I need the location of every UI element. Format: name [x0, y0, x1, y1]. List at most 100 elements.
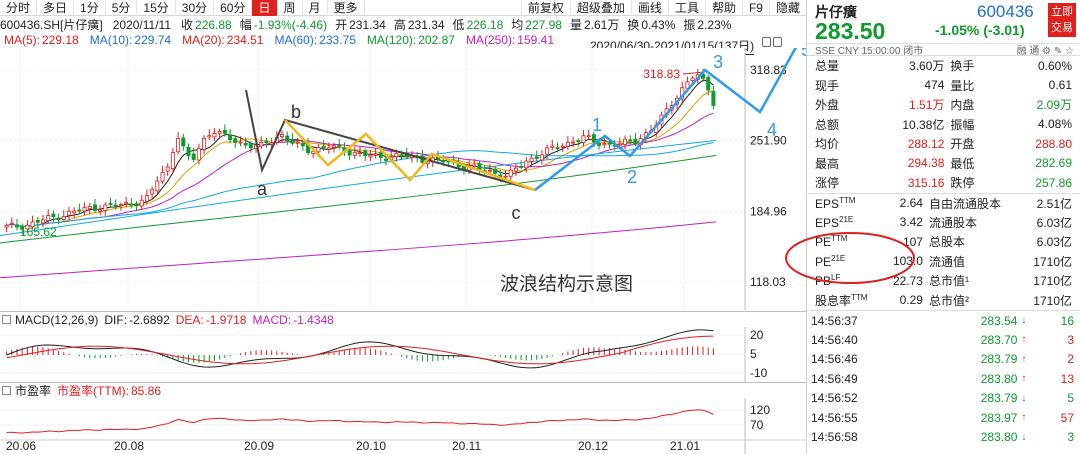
tick-time: 14:56:46 [811, 352, 858, 367]
macd-dea: -1.9718 [205, 312, 247, 327]
fundamental-key-sup: TTM [851, 292, 868, 302]
fundamental-value2: 1710亿 [1033, 274, 1072, 289]
tick-qty: 3 [1067, 332, 1074, 347]
trade-button[interactable]: 立即 交易 [1048, 3, 1076, 37]
pe-toggle-icon[interactable] [2, 386, 11, 395]
pe-header: 市盈率 市盈率(TTM): 85.86 [0, 382, 806, 398]
candle-body [207, 135, 212, 138]
tick-table: 14:56:37 283.54 ↓ 16 14:56:40 283.70 ↑ 3 14:56:4… [807, 310, 1080, 447]
candle-body [108, 203, 113, 205]
fundamental-value: 107 [902, 234, 923, 249]
period-tab-0[interactable]: 分时 [0, 0, 38, 16]
quote-table: 总量 3.60万 换手 0.60% 现手 474 量比 0.61 外盘 1.51万 内盘 2.09万总… [807, 56, 1080, 193]
period-tab-3[interactable]: 5分 [106, 0, 138, 16]
tick-time: 14:56:55 [811, 410, 858, 425]
candle-body [14, 224, 19, 228]
fundamental-key: EPSTTM [807, 193, 883, 213]
ma-legend-item: MA(20): 234.51 [180, 33, 263, 47]
wave-yellow-zigzag [284, 119, 536, 192]
quote-value: 294.38 [907, 156, 945, 171]
macd-toggle-icon[interactable] [2, 315, 11, 324]
ma250-line [0, 221, 717, 279]
period-tab-4[interactable]: 15分 [137, 0, 176, 16]
info-open-label: 开 [335, 18, 348, 32]
period-tab-1[interactable]: 多日 [37, 0, 75, 16]
fundamental-key-sup: 21E [831, 253, 846, 263]
info-chg-label: 幅 [239, 18, 252, 32]
ma-legend-item: MA(5): 229.18 [2, 33, 79, 47]
candle-body [165, 166, 170, 172]
quote-key: 跌停 [950, 176, 975, 191]
info-vol: 2.61万 [584, 18, 620, 32]
y-tick-label: 251.90 [750, 134, 787, 148]
candle-body [534, 156, 539, 159]
quote-value: 315.16 [907, 175, 945, 190]
info-vol-label: 量 [569, 18, 582, 32]
toolbar-action-4[interactable]: 帮助 [704, 0, 742, 16]
arrow-down-icon: ↓ [1021, 315, 1027, 326]
wave-label-2: 2 [627, 167, 637, 187]
candle-body [139, 199, 144, 207]
candle-body [623, 138, 628, 145]
candle-body [529, 157, 534, 162]
candle-body [539, 154, 544, 161]
candlestick-chart[interactable]: 318.83 251.90 184.96 118.03 318.83 165.62 a b c 1… [0, 48, 806, 310]
range-right-icon[interactable] [773, 37, 782, 47]
info-turn: 0.43% [641, 17, 676, 32]
candle-body [519, 166, 524, 168]
candle-body [513, 167, 518, 172]
toolbar-action-5[interactable]: F9 [741, 0, 769, 16]
macd-chart[interactable]: 20 5 -10 [0, 327, 806, 382]
info-amp: 2.23% [697, 17, 732, 32]
period-tab-2[interactable]: 1分 [74, 0, 106, 16]
candle-body [295, 141, 300, 144]
candle-body [77, 209, 82, 212]
quote-row: 总量 3.60万 换手 0.60% [807, 56, 1080, 76]
period-tab-10[interactable]: 更多 [328, 0, 365, 16]
fundamental-key-name: 股息率 [815, 293, 852, 308]
info-avg: 227.98 [525, 17, 562, 32]
fundamental-key: PE21E [807, 252, 883, 272]
period-tab-7[interactable]: 日 [252, 0, 278, 16]
period-tab-8[interactable]: 周 [278, 0, 303, 16]
range-controls[interactable] [762, 37, 784, 48]
info-amp-label: 振 [683, 18, 696, 32]
candle-body [394, 152, 399, 158]
period-tab-9[interactable]: 月 [303, 0, 328, 16]
y-tick-label: 118.03 [750, 275, 786, 289]
period-tab-5[interactable]: 30分 [176, 0, 215, 16]
tick-price: 283.79 [980, 352, 1018, 367]
quote-key: 振幅 [950, 117, 975, 132]
macd-y-tick: 20 [750, 328, 764, 342]
toolbar-action-3[interactable]: 工具 [667, 0, 705, 16]
pe-ttm: 85.86 [131, 383, 162, 398]
pe-y-tick: 120 [750, 403, 770, 417]
range-left-icon[interactable] [762, 37, 771, 47]
fundamental-key: 股息率TTM [807, 291, 883, 311]
macd-dif: -2.6892 [129, 312, 170, 327]
toolbar-action-1[interactable]: 超级叠加 [569, 0, 631, 16]
quote-key: 换手 [950, 59, 975, 74]
tick-qty: 5 [1067, 391, 1074, 406]
tick-row: 14:56:52 283.79 ↓ 5 [807, 389, 1080, 409]
period-tab-6[interactable]: 60分 [214, 0, 253, 16]
arrow-down-icon: ↓ [1021, 431, 1027, 443]
tick-qty: 3 [1067, 430, 1074, 445]
candle-body [363, 150, 368, 157]
candle-body [87, 206, 92, 210]
toolbar-action-0[interactable]: 前复权 [520, 0, 570, 16]
toolbar-action-2[interactable]: 画线 [630, 0, 668, 16]
candle-body [571, 141, 576, 144]
quote-value: 4.08% [1037, 117, 1072, 132]
candle-body [300, 143, 305, 147]
quote-key: 最低 [950, 156, 975, 171]
ma-label: MA(250): [465, 33, 516, 47]
quote-value: 257.86 [1035, 175, 1072, 190]
quote-tool-icons[interactable]: 融 通 ⚙ ✎ ☆ [1016, 46, 1074, 57]
tick-qty: 16 [1060, 313, 1074, 328]
quote-value: 282.69 [1035, 156, 1072, 171]
info-low-label: 低 [452, 18, 465, 32]
toolbar-action-6[interactable]: 隐藏 [768, 0, 806, 16]
